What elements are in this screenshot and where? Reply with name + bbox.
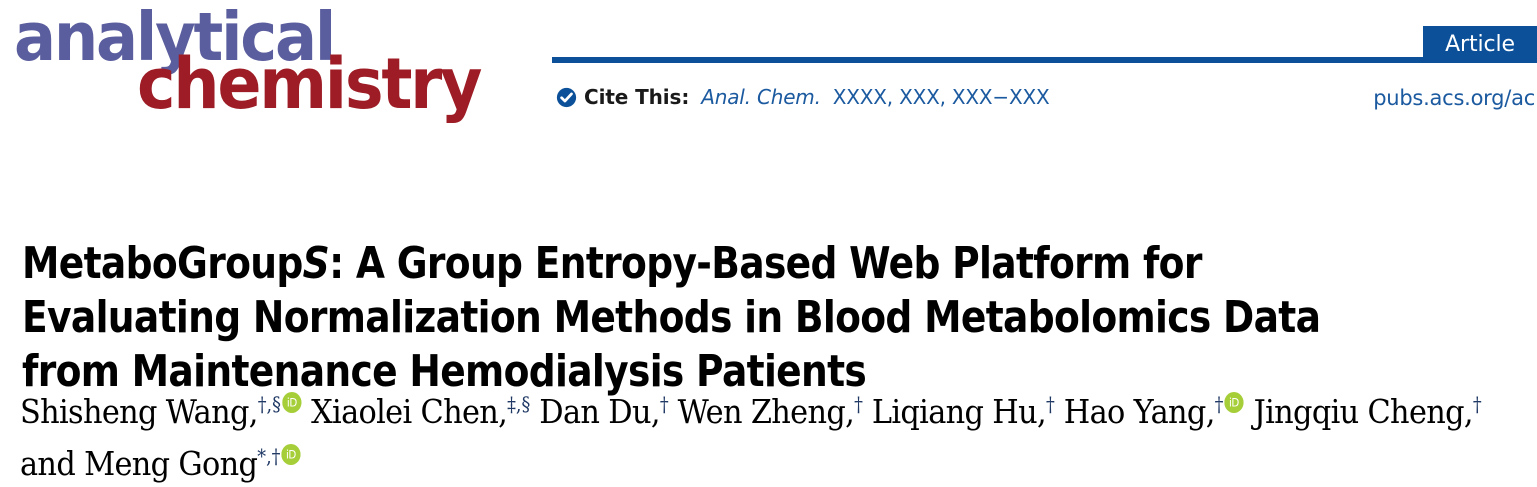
svg-text:iD: iD (287, 396, 297, 410)
author-name: Xiaolei Chen, (311, 391, 508, 431)
author-name: Shisheng Wang, (20, 391, 258, 431)
author-entry[interactable]: Jingqiu Cheng,† (1254, 392, 1482, 431)
title-run-roman-tail: : A Group Entropy-Based Web Platform for (329, 238, 1202, 290)
journal-masthead: analytical chemistry Cite This: Anal. Ch… (0, 0, 1537, 140)
author-entry[interactable]: Shisheng Wang,†,§ iD (20, 392, 302, 431)
author-entry[interactable]: Hao Yang,† iD (1064, 392, 1245, 431)
orcid-id-icon[interactable]: iD (281, 443, 301, 465)
author-affiliation-marker: † (659, 393, 669, 416)
author-affiliation-marker: † (1045, 393, 1055, 416)
page-title: MetaboGroupS: A Group Entropy-Based Web … (22, 237, 1522, 399)
author-name: Liqiang Hu, (871, 391, 1047, 431)
author-list: Shisheng Wang,†,§ iD Xiaolei Chen,‡,§ Dan… (20, 382, 1537, 486)
page-title-line-2: Evaluating Normalization Methods in Bloo… (22, 291, 1321, 345)
cite-journal-name: Anal. Chem. (701, 85, 821, 109)
journal-logo-word-analytical: analytical (14, 0, 336, 76)
page-title-line-1: MetaboGroupS: A Group Entropy-Based Web … (22, 237, 1305, 291)
publisher-url-link[interactable]: pubs.acs.org/ac (1373, 86, 1535, 110)
author-name: Dan Du, (539, 391, 660, 431)
author-affiliation-marker: † (1472, 393, 1482, 416)
article-type-badge: Article (1423, 26, 1537, 62)
cite-this-line[interactable]: Cite This: Anal. Chem. XXXX, XXX, XXX−XX… (556, 85, 1050, 109)
title-run-italic: S (302, 238, 330, 290)
orcid-id-icon[interactable]: iD (1224, 391, 1244, 413)
author-entry[interactable]: Liqiang Hu,† (872, 392, 1055, 431)
author-affiliation-marker: *,† (257, 444, 281, 468)
svg-text:iD: iD (1229, 396, 1239, 410)
author-affiliation-marker: ‡,§ (507, 393, 531, 416)
author-entry[interactable]: Wen Zheng,† (678, 392, 863, 431)
title-run-roman: MetaboGroup (22, 238, 303, 290)
author-name: Jingqiu Cheng, (1253, 391, 1474, 431)
journal-logo-word-chemistry: chemistry (137, 43, 482, 125)
cite-locator: XXXX, XXX, XXX−XXX (832, 85, 1050, 109)
author-line-1: Shisheng Wang,†,§ iD Xiaolei Chen,‡,§ Dan… (20, 382, 1482, 434)
author-name: Wen Zheng, (677, 391, 855, 431)
author-affiliation-marker: †,§ (257, 393, 281, 416)
journal-logo[interactable]: analytical chemistry (14, 4, 544, 126)
author-entry[interactable]: and Meng Gong*,† iD (20, 444, 302, 483)
svg-text:iD: iD (286, 448, 296, 462)
check-circle-icon (556, 87, 577, 107)
author-line-2: and Meng Gong*,† iD (20, 434, 1416, 486)
author-entry[interactable]: Dan Du,† (539, 392, 668, 431)
author-entry[interactable]: Xiaolei Chen,‡,§ (311, 392, 530, 431)
author-affiliation-marker: † (1214, 393, 1224, 416)
page-title-line-3: from Maintenance Hemodialysis Patients (22, 345, 1305, 399)
title-run-roman: from Maintenance Hemodialysis Patients (22, 346, 867, 398)
author-name: and Meng Gong (20, 443, 258, 483)
cite-this-label: Cite This: (584, 85, 690, 109)
orcid-id-icon[interactable]: iD (281, 391, 302, 413)
author-name: Hao Yang, (1063, 391, 1216, 431)
title-run-roman: Evaluating Normalization Methods in Bloo… (22, 292, 1321, 344)
masthead-divider-rule (552, 57, 1537, 63)
author-affiliation-marker: † (854, 393, 863, 416)
